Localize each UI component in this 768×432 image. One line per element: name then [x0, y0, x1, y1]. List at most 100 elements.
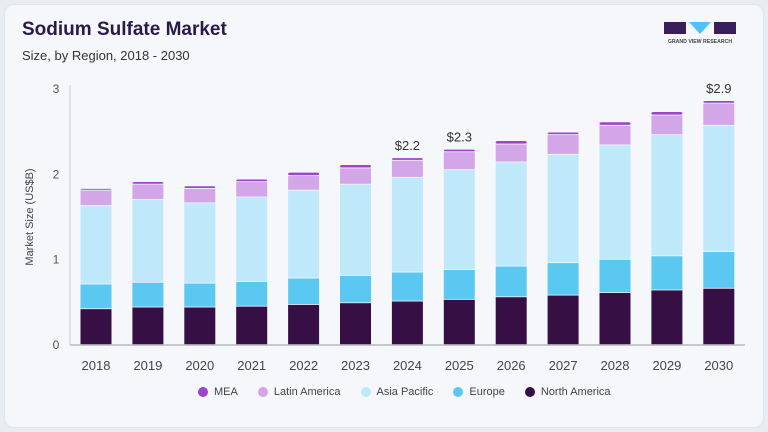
bar-segment-asia-pacific: [340, 184, 371, 276]
x-tick-label: 2022: [289, 358, 318, 373]
bar-segment-europe: [391, 272, 423, 301]
x-tick-label: 2023: [341, 358, 370, 373]
legend-item: Europe: [453, 386, 505, 398]
bar-segment-mea: [651, 112, 683, 115]
bar-segment-mea: [495, 141, 527, 144]
legend: MEA Latin America Asia Pacific Europe North …: [198, 386, 611, 398]
x-tick-label: 2028: [601, 358, 630, 373]
bar-segment-north-america: [443, 299, 475, 345]
bar-segment-mea: [443, 149, 475, 152]
bar-segment-latin-america: [495, 144, 527, 162]
bar-segment-europe: [495, 266, 527, 297]
bar-segment-north-america: [391, 301, 423, 345]
legend-swatch: [257, 387, 268, 397]
bar-segment-north-america: [651, 290, 683, 345]
x-tick-label: 2018: [82, 358, 111, 373]
bar-segment-asia-pacific: [651, 135, 683, 256]
bar-segment-north-america: [288, 304, 320, 345]
legend-label: Europe: [469, 386, 505, 398]
y-tick-label: 0: [53, 338, 60, 352]
bar-segment-europe: [703, 251, 735, 288]
bar-segment-europe: [80, 284, 112, 309]
bar-segment-latin-america: [80, 190, 112, 206]
svg-text:GRAND VIEW RESEARCH: GRAND VIEW RESEARCH: [668, 39, 733, 45]
legend-label: Asia Pacific: [376, 386, 434, 398]
bar-segment-latin-america: [703, 103, 735, 125]
x-tick-label: 2021: [237, 358, 266, 373]
bar-segment-latin-america: [651, 115, 683, 135]
bar-segment-latin-america: [443, 152, 475, 170]
bar-segment-asia-pacific: [443, 170, 475, 270]
bar-segment-europe: [184, 283, 216, 307]
bar-segment-latin-america: [288, 176, 320, 190]
bar-segment-europe: [547, 263, 579, 295]
y-tick-label: 1: [53, 253, 60, 267]
bar-segment-mea: [236, 179, 268, 182]
bar-segment-latin-america: [132, 184, 164, 200]
chart-subtitle: Size, by Region, 2018 - 2030: [22, 48, 190, 63]
bar-segment-latin-america: [184, 188, 216, 203]
bar-segment-europe: [288, 278, 320, 305]
bar-segment-north-america: [236, 306, 268, 345]
bar-segment-north-america: [80, 309, 112, 345]
bar-segment-mea: [132, 182, 164, 184]
bar-segment-europe: [132, 282, 164, 307]
bar-segment-latin-america: [599, 125, 631, 145]
legend-swatch: [360, 387, 371, 397]
bar-segment-latin-america: [547, 135, 579, 154]
x-tick-label: 2020: [185, 358, 214, 373]
bar-segment-asia-pacific: [599, 145, 631, 259]
bar-segment-north-america: [184, 307, 216, 345]
x-tick-label: 2026: [497, 358, 526, 373]
bar-segment-mea: [547, 132, 579, 135]
bar-segment-north-america: [547, 295, 579, 345]
bar-segment-asia-pacific: [495, 162, 527, 266]
legend-swatch: [453, 387, 464, 397]
bar-segment-asia-pacific: [80, 205, 112, 284]
bar-segment-asia-pacific: [132, 199, 164, 282]
y-tick-label: 3: [53, 82, 60, 96]
legend-item: Asia Pacific: [360, 386, 434, 398]
bar-segment-mea: [340, 164, 371, 168]
bar-segment-latin-america: [340, 168, 371, 184]
bar-segment-europe: [443, 269, 475, 299]
bar-segment-mea: [391, 158, 423, 160]
chart-title: Sodium Sulfate Market: [22, 19, 227, 40]
bar-segment-europe: [651, 256, 683, 290]
bar-segment-asia-pacific: [391, 177, 423, 272]
bar-segment-asia-pacific: [703, 125, 735, 252]
x-tick-label: 2027: [549, 358, 578, 373]
legend-swatch: [198, 387, 208, 397]
bar-segment-north-america: [599, 292, 631, 345]
bar-segment-mea: [80, 188, 112, 190]
y-tick-label: 2: [53, 167, 60, 181]
legend-label: Latin America: [273, 386, 341, 398]
y-axis-title: Market Size (US$B): [24, 168, 36, 265]
bar-segment-asia-pacific: [547, 154, 579, 263]
data-label: $2.3: [447, 130, 472, 145]
bar-segment-latin-america: [236, 182, 268, 197]
x-tick-label: 2025: [445, 358, 474, 373]
grand-view-research-logo: GRAND VIEW RESEARCH: [664, 22, 736, 45]
x-tick-label: 2019: [133, 358, 162, 373]
chart-card: [4, 4, 764, 428]
legend-swatch: [524, 387, 535, 397]
bar-segment-north-america: [495, 297, 527, 345]
data-label: $2.9: [706, 81, 731, 96]
legend-label: North America: [540, 386, 611, 398]
legend-item: North America: [524, 386, 611, 398]
bar-segment-mea: [184, 186, 216, 189]
bar-segment-asia-pacific: [288, 190, 320, 278]
legend-label: MEA: [214, 386, 238, 398]
bar-segment-mea: [703, 100, 735, 103]
x-tick-label: 2030: [704, 358, 733, 373]
bar-segment-mea: [599, 122, 631, 125]
legend-item: Latin America: [257, 386, 341, 398]
bar-segment-europe: [236, 281, 268, 306]
x-tick-label: 2029: [652, 358, 681, 373]
bar-segment-asia-pacific: [184, 203, 216, 283]
data-label: $2.2: [395, 138, 420, 153]
bar-segment-asia-pacific: [236, 197, 268, 282]
x-tick-label: 2024: [393, 358, 422, 373]
